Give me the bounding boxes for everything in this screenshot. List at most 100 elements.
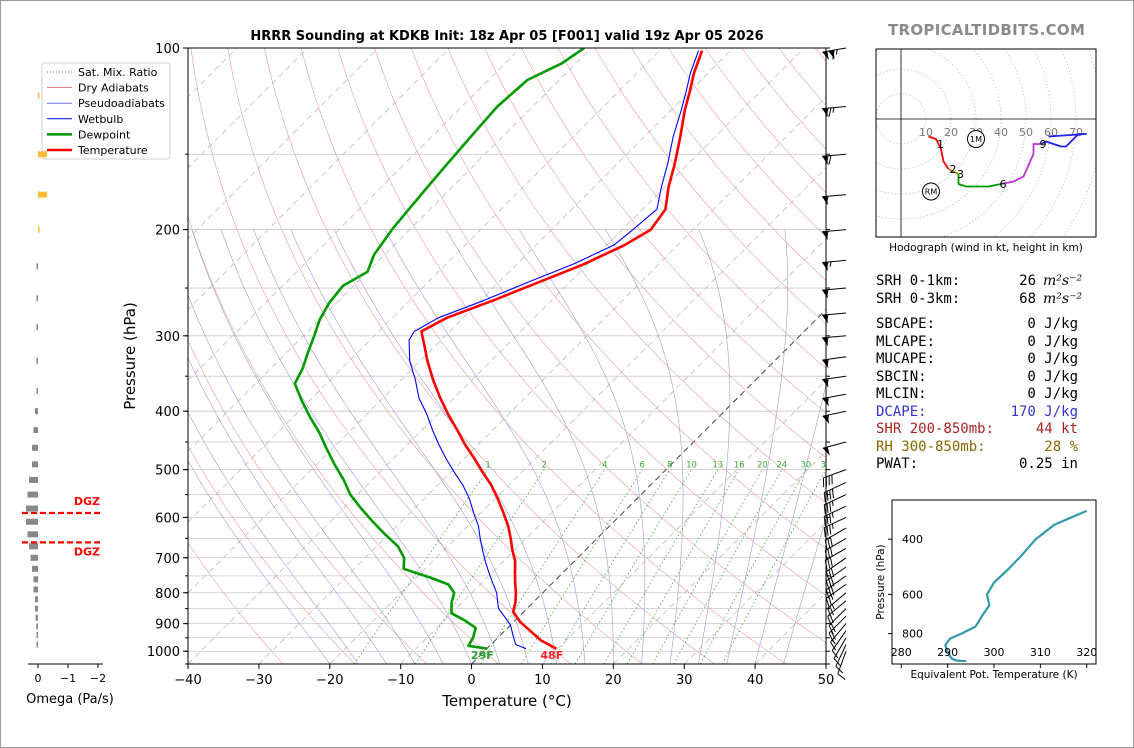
theta-e-x-tick-label: 320 — [1076, 646, 1097, 659]
omega-bar — [35, 408, 38, 415]
barb-flag — [822, 378, 829, 388]
storm-motion-label: 1M — [970, 135, 982, 144]
barb-half — [826, 337, 829, 343]
stat-value: 44 kt — [1035, 421, 1078, 437]
storm-motion-marker — [922, 182, 940, 201]
omega-axis-label: Omega (Pa/s) — [26, 692, 114, 707]
x-tick-label: 30 — [676, 673, 693, 688]
hodo-ring-label: 50 — [1019, 126, 1033, 139]
legend-label: Temperature — [77, 144, 148, 157]
dewpoint-line — [293, 48, 585, 650]
barb-full — [825, 107, 829, 118]
barb-half — [836, 49, 838, 55]
barb-flag — [822, 314, 828, 324]
hodo-caption: Hodograph (wind in kt, height in km) — [889, 242, 1083, 254]
dry-adiabat — [337, 48, 826, 643]
barb-full — [823, 527, 826, 538]
x-tick-label: 10 — [534, 673, 551, 688]
theta-e-line — [944, 509, 1088, 663]
stat-label: SRH 0-3km: — [876, 290, 961, 307]
barb-staff — [826, 566, 847, 582]
barb-full — [826, 503, 829, 513]
barb-full — [828, 155, 832, 165]
barb-staff — [824, 527, 847, 541]
y-tick-label: 500 — [155, 464, 180, 479]
isotherm-line — [188, 48, 734, 594]
mixing-ratio-line — [550, 469, 671, 664]
barb-staff — [824, 505, 847, 517]
stat-label: SRH 0-1km: — [876, 273, 961, 289]
y-tick-label: 600 — [155, 511, 180, 526]
barb-full — [828, 107, 832, 118]
pseudoadiabat — [188, 411, 359, 664]
hodo-height-marker: 6 — [1000, 178, 1007, 191]
stat-value: 0 J/kg — [1027, 316, 1078, 332]
theta-e-y-axis-label: Pressure (hPa) — [875, 544, 887, 619]
stat-value: 0 J/kg — [1027, 368, 1078, 385]
mixing-ratio-line — [673, 469, 783, 664]
barb-staff — [822, 259, 847, 263]
dry-adiabat — [300, 48, 787, 664]
barb-full — [833, 658, 841, 667]
wind-barb — [825, 583, 847, 608]
omega-bar — [35, 614, 38, 621]
mixing-ratio-label: 16 — [734, 461, 745, 471]
legend: Sat. Mix. Ratio Dry Adiabats Pseudoadiabat… — [41, 62, 171, 160]
y-tick-label: 1000 — [147, 645, 180, 660]
stat-label: RH 300-850mb: — [876, 438, 986, 455]
barb-staff — [831, 630, 847, 651]
pseudoadiabat — [333, 229, 557, 664]
barb-half — [831, 604, 835, 610]
isotherm-line — [683, 521, 826, 664]
wind-barb — [822, 287, 847, 299]
isotherm-line — [188, 48, 309, 169]
isotherm-line — [329, 167, 826, 664]
omega-tick-label: −1 — [60, 672, 76, 685]
omega-bar — [33, 586, 38, 593]
barb-half — [827, 397, 829, 403]
site-label: TROPICALTIDBITS.COM — [888, 21, 1086, 39]
omega-bar — [36, 632, 38, 639]
barb-flag — [822, 337, 828, 347]
hodo-trace — [928, 135, 950, 170]
omega-bar — [26, 505, 38, 512]
barb-full — [827, 558, 831, 569]
pseudoadiabat — [384, 229, 586, 664]
isotherm-line — [188, 48, 450, 311]
barb-full — [828, 596, 832, 606]
omega-bar — [32, 565, 38, 572]
storm-motion-label: RM — [925, 188, 938, 197]
legend-label: Sat. Mix. Ratio — [78, 66, 158, 79]
mixing-ratio-label: 8 — [667, 461, 672, 471]
barb-full — [823, 504, 826, 515]
dry-adiabat — [188, 542, 284, 664]
barb-full — [823, 516, 826, 526]
omega-bar — [32, 444, 38, 451]
mixing-ratio-label: 6 — [639, 461, 644, 471]
barb-staff — [822, 312, 847, 316]
barb-full — [829, 606, 834, 616]
storm-motion-marker — [967, 130, 985, 148]
omega-tick-label: 0 — [35, 672, 42, 685]
mixing-ratio-line — [652, 469, 763, 664]
barb-full — [832, 50, 835, 60]
hodo-ring-label: 40 — [994, 126, 1008, 139]
dry-adiabat — [227, 48, 643, 664]
barb-staff — [822, 356, 847, 361]
y-tick-label: 900 — [155, 618, 180, 633]
omega-bar — [35, 605, 38, 612]
theta-e-y-tick-label: 600 — [902, 588, 923, 601]
mixing-ratio-label: 20 — [757, 461, 768, 471]
x-tick-label: 0 — [467, 673, 475, 688]
dry-adiabat — [521, 48, 826, 414]
wind-barb — [822, 469, 847, 488]
omega-bar — [29, 476, 38, 483]
barb-full — [829, 524, 832, 535]
barb-staff — [826, 557, 847, 572]
barb-half — [826, 231, 829, 237]
barb-staff — [833, 637, 847, 659]
legend-box — [41, 62, 171, 160]
wind-barb — [822, 410, 847, 424]
omega-bar — [38, 92, 40, 99]
